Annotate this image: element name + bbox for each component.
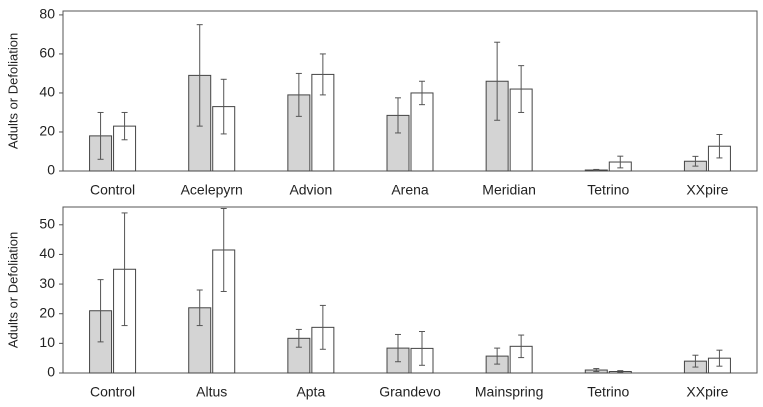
y-tick-label: 20 [39, 304, 55, 320]
x-tick-label: Control [90, 384, 135, 400]
y-tick-label: 80 [39, 6, 55, 22]
x-tick-label: Meridian [482, 182, 536, 198]
y-tick-label: 0 [47, 364, 55, 380]
y-tick-label: 50 [39, 215, 55, 231]
x-tick-label: Grandevo [379, 384, 441, 400]
y-tick-label: 40 [39, 245, 55, 261]
x-tick-label: Arena [391, 182, 429, 198]
x-tick-label: Acelepyrn [181, 182, 243, 198]
x-tick-label: Tetrino [587, 182, 629, 198]
plot-frame [62, 10, 758, 172]
x-tick-label: Mainspring [475, 384, 543, 400]
x-tick-label: Tetrino [587, 384, 629, 400]
x-tick-label: Altus [196, 384, 227, 400]
x-tick-label: XXpire [686, 182, 728, 198]
y-tick-label: 10 [39, 334, 55, 350]
x-tick-label: Advion [289, 182, 332, 198]
y-axis-label: Adults or Defoliation [5, 33, 20, 149]
y-tick-label: 60 [39, 45, 55, 61]
plot-frame [62, 206, 758, 374]
y-tick-label: 0 [47, 162, 55, 178]
y-tick-label: 30 [39, 275, 55, 291]
x-tick-label: Control [90, 182, 135, 198]
y-tick-label: 40 [39, 84, 55, 100]
x-tick-label: XXpire [686, 384, 728, 400]
y-axis-label: Adults or Defoliation [5, 232, 20, 348]
x-tick-label: Apta [296, 384, 325, 400]
y-tick-label: 20 [39, 123, 55, 139]
